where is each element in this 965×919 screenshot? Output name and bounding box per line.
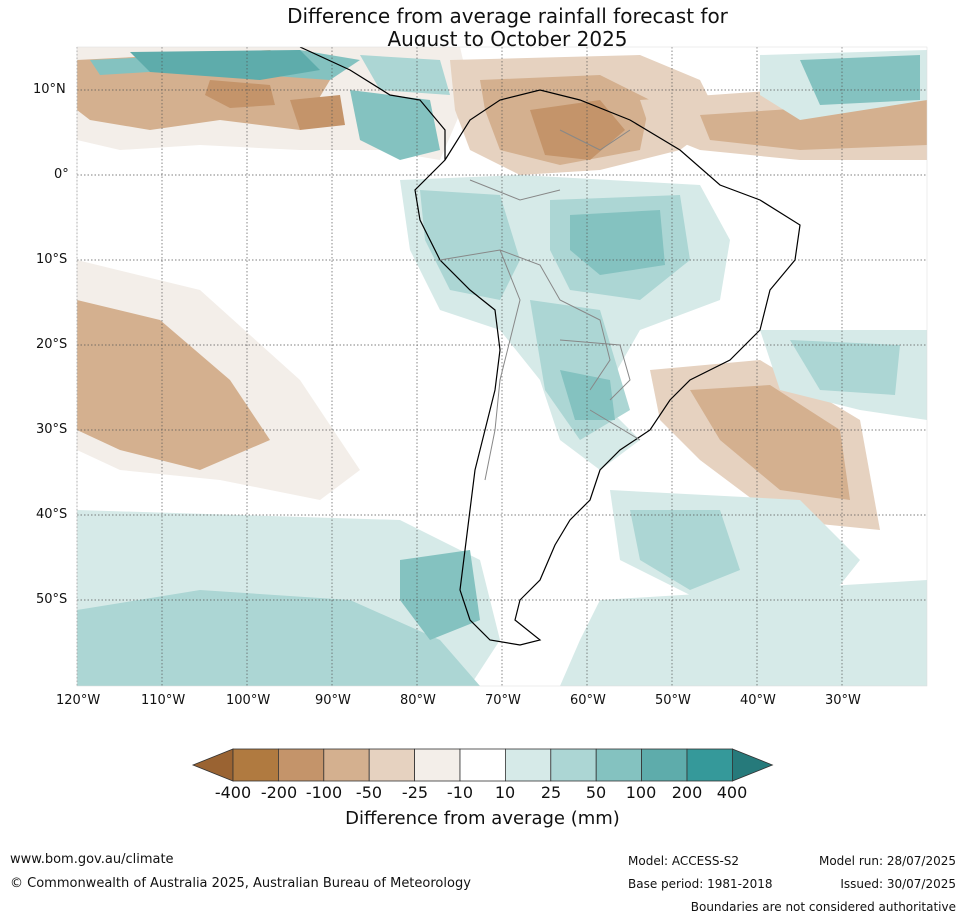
colorbar-tick: -200 xyxy=(260,783,298,802)
colorbar-tick: -100 xyxy=(305,783,343,802)
lat-label-40s: 40°S xyxy=(36,507,68,522)
colorbar-cell xyxy=(641,748,688,782)
footer-model-run: Model run: 28/07/2025 xyxy=(818,854,956,868)
lat-label-50s: 50°S xyxy=(36,592,68,607)
colorbar-tick: -25 xyxy=(401,783,429,802)
colorbar-tick: 25 xyxy=(540,783,562,802)
footer-issued: Issued: 30/07/2025 xyxy=(840,877,956,891)
colorbar-cell xyxy=(277,748,325,782)
footer-model: Model: ACCESS-S2 xyxy=(628,854,740,868)
lon-label-50w: 50°W xyxy=(655,693,691,708)
map-frame xyxy=(76,46,928,687)
lon-label-60w: 60°W xyxy=(570,693,606,708)
colorbar-cell xyxy=(459,748,506,782)
footer-base-period: Base period: 1981-2018 xyxy=(628,877,773,891)
lat-label-10s: 10°S xyxy=(36,252,68,267)
footer-disclaimer: Boundaries are not considered authoritat… xyxy=(690,900,956,914)
colorbar-extend-high xyxy=(732,748,774,782)
lat-label-10n: 10°N xyxy=(33,82,66,97)
coastline xyxy=(299,47,801,646)
colorbar-tick: 400 xyxy=(716,783,748,802)
lon-label-120w: 120°W xyxy=(56,693,101,708)
colorbar-cell xyxy=(550,748,597,782)
colorbar-cell xyxy=(368,748,416,782)
colorbar-tick: 10 xyxy=(494,783,516,802)
colorbar-tick: -10 xyxy=(446,783,474,802)
colorbar-tick: 50 xyxy=(585,783,607,802)
colorbar-tick: -50 xyxy=(355,783,383,802)
lon-label-90w: 90°W xyxy=(315,693,351,708)
colorbar-cell xyxy=(323,748,370,782)
map-title-line1: Difference from average rainfall forecas… xyxy=(287,4,728,28)
lat-label-30s: 30°S xyxy=(36,422,68,437)
map-title-line2: August to October 2025 xyxy=(387,27,628,51)
colorbar-extend-low xyxy=(191,748,234,782)
lon-label-100w: 100°W xyxy=(226,693,271,708)
colorbar-cell xyxy=(504,748,552,782)
lon-label-110w: 110°W xyxy=(141,693,186,708)
colorbar-label: Difference from average (mm) xyxy=(345,808,620,829)
country-borders xyxy=(439,129,641,481)
colorbar-tick: 200 xyxy=(671,783,703,802)
lon-label-30w: 30°W xyxy=(825,693,861,708)
lat-label-20s: 20°S xyxy=(36,337,68,352)
colorbar-tick: -400 xyxy=(214,783,252,802)
colorbar-cell xyxy=(232,748,279,782)
colorbar-tick: 100 xyxy=(625,783,657,802)
footer-copyright: © Commonwealth of Australia 2025, Austra… xyxy=(10,876,471,891)
colorbar-cell xyxy=(595,748,643,782)
lon-label-40w: 40°W xyxy=(740,693,776,708)
lon-label-70w: 70°W xyxy=(485,693,521,708)
colorbar-cell xyxy=(686,748,733,782)
lon-label-80w: 80°W xyxy=(400,693,436,708)
colorbar-cell xyxy=(414,748,461,782)
lat-label-0: 0° xyxy=(54,167,69,182)
footer-website: www.bom.gov.au/climate xyxy=(10,852,174,867)
